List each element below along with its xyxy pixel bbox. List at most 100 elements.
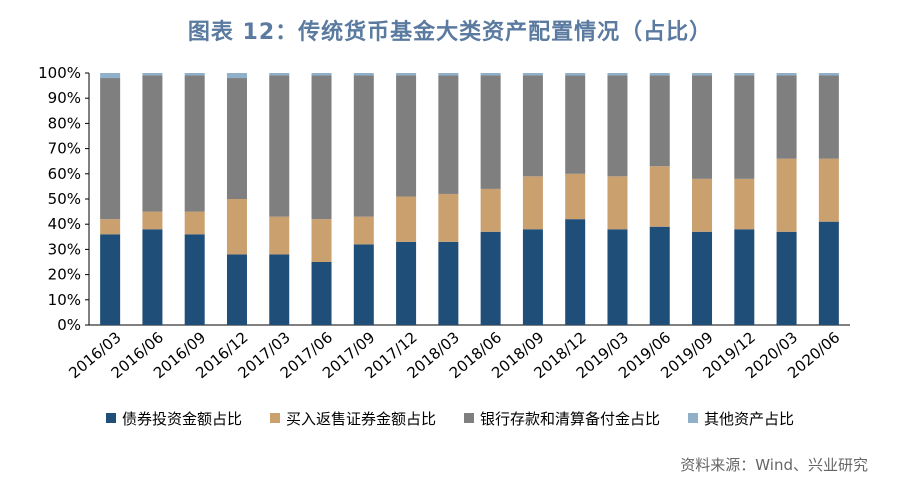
source-note: 资料来源：Wind、兴业研究: [680, 456, 868, 474]
bar-segment: [269, 73, 290, 76]
y-tick-label: 90%: [48, 89, 81, 107]
legend-item: 债券投资金额占比: [105, 408, 242, 429]
legend-item: 其他资产占比: [688, 408, 794, 429]
bar-segment: [818, 75, 839, 159]
bar-segment: [734, 229, 755, 325]
y-tick-label: 30%: [48, 240, 81, 258]
bar-segment: [184, 73, 205, 76]
bar-segment: [607, 176, 628, 230]
bar-segment: [311, 73, 332, 76]
bar-segment: [438, 241, 459, 325]
bar-segment: [142, 229, 163, 325]
bar-segment: [692, 231, 713, 325]
bar-segment: [734, 75, 755, 179]
bar-segment: [438, 193, 459, 242]
bar-segment: [226, 199, 247, 255]
bar-segment: [311, 219, 332, 262]
y-tick-label: 80%: [48, 114, 81, 132]
bar-segment: [396, 75, 417, 197]
bar-segment: [607, 75, 628, 177]
bar-segment: [649, 166, 670, 227]
bar-segment: [269, 254, 290, 325]
bar-segment: [649, 75, 670, 167]
bar-segment: [607, 229, 628, 325]
bar-segment: [396, 73, 417, 76]
legend-label: 债券投资金额占比: [121, 409, 242, 428]
bar-segment: [776, 231, 797, 325]
bar-segment: [100, 73, 121, 79]
bar-segment: [100, 234, 121, 325]
bar-segment: [353, 244, 374, 325]
legend-label: 银行存款和清算备付金占比: [480, 409, 661, 428]
bar-segment: [565, 173, 586, 220]
legend-item: 银行存款和清算备付金占比: [464, 408, 660, 429]
legend-swatch: [464, 413, 474, 423]
legend: 债券投资金额占比 买入返售证券金额占比 银行存款和清算备付金占比 其他资产占比: [10, 407, 890, 429]
bar-segment: [184, 211, 205, 235]
bar-segment: [649, 226, 670, 325]
bar-segment: [522, 75, 543, 177]
legend-label: 买入返售证券金额占比: [285, 409, 436, 428]
legend-swatch: [105, 413, 116, 423]
bar-segment: [776, 73, 797, 76]
bar-segment: [142, 211, 163, 230]
y-tick-label: 10%: [48, 291, 81, 309]
bar-segment: [776, 158, 797, 232]
legend-label: 其他资产占比: [704, 409, 795, 428]
bar-segment: [818, 158, 839, 222]
y-tick-label: 70%: [48, 140, 81, 158]
bar-segment: [353, 216, 374, 245]
bar-segment: [565, 75, 586, 174]
bars: [100, 73, 839, 325]
bar-segment: [353, 73, 374, 76]
bar-segment: [396, 241, 417, 325]
bar-segment: [226, 254, 247, 325]
bar-segment: [438, 73, 459, 76]
bar-segment: [100, 219, 121, 235]
y-tick-label: 50%: [48, 190, 81, 208]
chart-title: 图表 12：传统货币基金大类资产配置情况（占比）: [187, 20, 713, 45]
bar-segment: [480, 188, 501, 232]
bar-segment: [565, 219, 586, 325]
bar-segment: [818, 73, 839, 76]
bar-segment: [269, 75, 290, 217]
bar-segment: [142, 73, 163, 76]
bar-segment: [142, 75, 163, 212]
bar-segment: [100, 78, 121, 220]
bar-segment: [480, 73, 501, 76]
bar-segment: [184, 75, 205, 212]
bar-segment: [438, 75, 459, 194]
bar-segment: [480, 75, 501, 189]
bar-segment: [565, 73, 586, 76]
bar-segment: [692, 178, 713, 232]
bar-segment: [776, 75, 797, 159]
bar-segment: [692, 73, 713, 76]
bar-segment: [311, 75, 332, 220]
y-tick-label: 20%: [48, 266, 81, 284]
y-tick-label: 100%: [38, 64, 81, 82]
y-axis: 0% 10% 20% 30% 40% 50% 60% 70% 80% 90% 100%: [38, 64, 90, 334]
y-tick-label: 0%: [57, 316, 81, 334]
bar-segment: [818, 221, 839, 325]
bar-segment: [184, 234, 205, 325]
y-tick-label: 40%: [48, 215, 81, 233]
bar-segment: [522, 176, 543, 230]
bar-segment: [522, 73, 543, 76]
bar-segment: [269, 216, 290, 255]
bar-segment: [522, 229, 543, 325]
bar-segment: [649, 73, 670, 76]
bar-segment: [396, 196, 417, 242]
legend-item: 买入返售证券金额占比: [269, 408, 436, 429]
legend-swatch: [269, 413, 280, 423]
legend-swatch: [688, 413, 699, 423]
bar-segment: [353, 75, 374, 217]
bar-segment: [226, 73, 247, 79]
bar-segment: [692, 75, 713, 179]
bar-segment: [734, 73, 755, 76]
bar-segment: [734, 178, 755, 230]
x-axis: 2016/032016/062016/092016/122017/032017/…: [65, 324, 850, 382]
bar-segment: [311, 262, 332, 325]
bar-segment: [480, 231, 501, 325]
y-tick-label: 60%: [48, 165, 81, 183]
